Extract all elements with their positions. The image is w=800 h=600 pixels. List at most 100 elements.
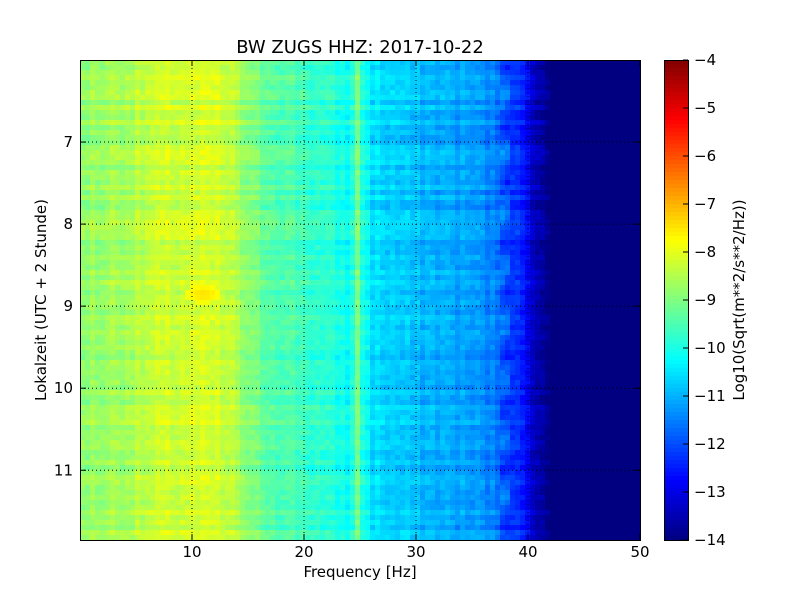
- spectrogram-cell: [140, 105, 146, 111]
- spectrogram-cell: [85, 95, 91, 101]
- spectrogram-cell: [175, 195, 181, 201]
- spectrogram-cell: [545, 60, 551, 66]
- spectrogram-cell: [265, 105, 271, 111]
- spectrogram-cell: [85, 190, 91, 196]
- spectrogram-cell: [530, 115, 536, 121]
- spectrogram-cell: [460, 160, 466, 166]
- spectrogram-cell: [190, 85, 196, 91]
- spectrogram-cell: [465, 175, 471, 181]
- spectrogram-cell: [145, 230, 151, 236]
- spectrogram-cell: [555, 210, 561, 216]
- spectrogram-cell: [485, 270, 491, 276]
- spectrogram-cell: [80, 175, 86, 181]
- spectrogram-cell: [225, 145, 231, 151]
- spectrogram-cell: [610, 65, 616, 71]
- spectrogram-cell: [430, 100, 436, 106]
- spectrogram-cell: [515, 75, 521, 81]
- spectrogram-cell: [280, 70, 286, 76]
- spectrogram-cell: [330, 270, 336, 276]
- spectrogram-cell: [490, 225, 496, 231]
- spectrogram-cell: [550, 190, 556, 196]
- spectrogram-cell: [305, 150, 311, 156]
- spectrogram-cell: [205, 150, 211, 156]
- spectrogram-cell: [460, 180, 466, 186]
- spectrogram-cell: [280, 160, 286, 166]
- spectrogram-cell: [485, 250, 491, 256]
- spectrogram-cell: [180, 165, 186, 171]
- spectrogram-cell: [120, 210, 126, 216]
- spectrogram-cell: [90, 90, 96, 96]
- spectrogram-cell: [195, 65, 201, 71]
- spectrogram-cell: [150, 155, 156, 161]
- spectrogram-cell: [250, 195, 256, 201]
- spectrogram-cell: [515, 90, 521, 96]
- spectrogram-cell: [130, 200, 136, 206]
- spectrogram-cell: [225, 165, 231, 171]
- spectrogram-cell: [580, 190, 586, 196]
- spectrogram-cell: [570, 110, 576, 116]
- spectrogram-cell: [610, 90, 616, 96]
- spectrogram-cell: [380, 215, 386, 221]
- spectrogram-cell: [590, 115, 596, 121]
- spectrogram-cell: [485, 155, 491, 161]
- spectrogram-cell: [220, 165, 226, 171]
- spectrogram-cell: [520, 225, 526, 231]
- spectrogram-cell: [590, 225, 596, 231]
- spectrogram-cell: [525, 80, 531, 86]
- spectrogram-cell: [515, 185, 521, 191]
- spectrogram-cell: [350, 140, 356, 146]
- spectrogram-cell: [490, 75, 496, 81]
- spectrogram-cell: [325, 105, 331, 111]
- spectrogram-cell: [380, 185, 386, 191]
- spectrogram-cell: [105, 100, 111, 106]
- spectrogram-cell: [460, 195, 466, 201]
- spectrogram-cell: [535, 85, 541, 91]
- spectrogram-cell: [135, 80, 141, 86]
- spectrogram-cell: [375, 105, 381, 111]
- spectrogram-cell: [475, 165, 481, 171]
- spectrogram-cell: [260, 205, 266, 211]
- spectrogram-cell: [360, 115, 366, 121]
- spectrogram-cell: [500, 150, 506, 156]
- spectrogram-cell: [615, 160, 621, 166]
- spectrogram-cell: [160, 200, 166, 206]
- spectrogram-cell: [620, 255, 626, 261]
- spectrogram-cell: [575, 85, 581, 91]
- spectrogram-cell: [290, 90, 296, 96]
- spectrogram-cell: [630, 125, 636, 131]
- spectrogram-cell: [635, 180, 641, 186]
- spectrogram-cell: [520, 195, 526, 201]
- spectrogram-cell: [505, 270, 511, 276]
- spectrogram-cell: [80, 75, 86, 81]
- spectrogram-cell: [470, 250, 476, 256]
- spectrogram-cell: [605, 195, 611, 201]
- spectrogram-cell: [630, 255, 636, 261]
- spectrogram-cell: [545, 65, 551, 71]
- spectrogram-cell: [620, 230, 626, 236]
- spectrogram-cell: [100, 155, 106, 161]
- spectrogram-cell: [200, 60, 206, 66]
- spectrogram-cell: [450, 150, 456, 156]
- spectrogram-cell: [250, 220, 256, 226]
- spectrogram-cell: [190, 170, 196, 176]
- spectrogram-cell: [140, 150, 146, 156]
- spectrogram-cell: [310, 125, 316, 131]
- spectrogram-cell: [620, 85, 626, 91]
- spectrogram-cell: [615, 85, 621, 91]
- spectrogram-cell: [370, 110, 376, 116]
- spectrogram-cell: [410, 115, 416, 121]
- spectrogram-cell: [325, 270, 331, 276]
- spectrogram-cell: [605, 260, 611, 266]
- spectrogram-cell: [150, 265, 156, 271]
- spectrogram-cell: [365, 75, 371, 81]
- spectrogram-cell: [255, 90, 261, 96]
- spectrogram-cell: [120, 225, 126, 231]
- spectrogram-cell: [390, 250, 396, 256]
- spectrogram-cell: [440, 120, 446, 126]
- spectrogram-cell: [530, 90, 536, 96]
- spectrogram-cell: [455, 175, 461, 181]
- spectrogram-cell: [290, 250, 296, 256]
- spectrogram-cell: [180, 75, 186, 81]
- spectrogram-cell: [405, 85, 411, 91]
- spectrogram-cell: [365, 230, 371, 236]
